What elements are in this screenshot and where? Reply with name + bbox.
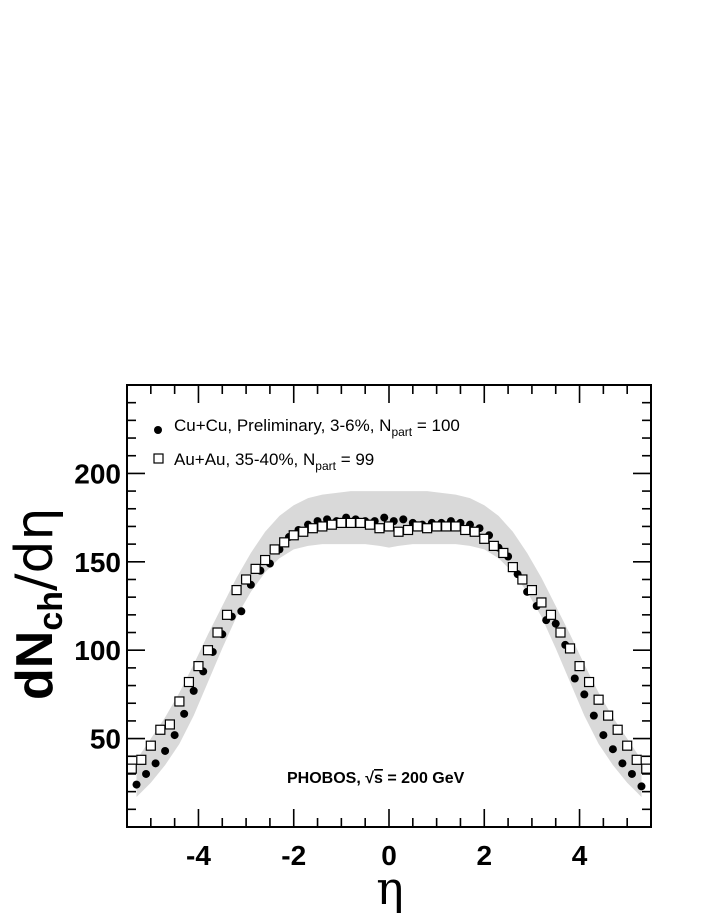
point-auau	[145, 740, 156, 751]
point-auau	[317, 521, 328, 532]
point-auau	[231, 584, 242, 596]
point-auau	[593, 694, 604, 705]
axis-tick-labels: -4 -2 0 2 4 50 100 150 200	[74, 458, 587, 871]
point-cucu	[142, 769, 151, 778]
energy-annotation-text: PHOBOS, √s = 200 GeV	[287, 770, 465, 787]
point-auau	[240, 574, 252, 585]
x-tick-label: 0	[381, 840, 397, 871]
point-auau	[412, 521, 423, 532]
point-auau	[307, 523, 318, 534]
point-auau	[383, 521, 395, 532]
point-auau	[441, 521, 452, 532]
point-auau	[250, 563, 261, 574]
point-auau	[212, 627, 223, 638]
point-auau	[221, 609, 233, 620]
legend-entry-auau: Au+Au, 35-40%, Npart = 99	[174, 450, 374, 473]
point-auau	[450, 521, 461, 532]
point-auau	[631, 754, 642, 765]
point-auau	[622, 740, 633, 751]
point-cucu	[589, 711, 598, 720]
point-cucu	[570, 674, 579, 683]
point-auau	[603, 710, 614, 721]
point-auau	[155, 724, 166, 735]
point-auau	[345, 517, 356, 529]
point-cucu	[237, 607, 246, 616]
point-auau	[355, 517, 366, 529]
point-auau	[488, 540, 499, 551]
point-auau	[202, 645, 214, 656]
point-cucu	[637, 782, 646, 791]
x-tick-label: -4	[186, 840, 211, 871]
point-auau	[555, 627, 566, 638]
point-auau	[269, 544, 280, 555]
energy-annotation: PHOBOS, √s = 200 GeV	[287, 770, 465, 787]
point-auau	[164, 719, 175, 730]
point-auau	[374, 523, 385, 534]
y-tick-label: 100	[74, 635, 121, 666]
point-cucu	[132, 780, 141, 789]
point-auau	[422, 523, 433, 534]
point-auau	[279, 537, 290, 548]
point-cucu	[618, 759, 627, 768]
point-auau	[498, 547, 509, 559]
point-auau	[174, 696, 185, 707]
point-cucu	[608, 745, 617, 754]
point-cucu	[170, 731, 179, 740]
y-tick-label: 200	[74, 458, 121, 489]
point-cucu	[580, 690, 589, 699]
point-auau	[336, 517, 347, 529]
series-1	[126, 517, 652, 774]
point-auau	[260, 554, 271, 566]
point-auau	[326, 519, 337, 530]
point-auau	[298, 526, 309, 537]
point-cucu	[180, 709, 189, 718]
point-auau	[402, 524, 414, 536]
point-auau	[126, 763, 137, 774]
point-cucu	[599, 731, 608, 740]
point-auau	[545, 609, 557, 620]
point-auau	[612, 724, 623, 735]
point-auau	[393, 526, 404, 537]
point-auau	[479, 533, 490, 544]
point-auau	[526, 584, 538, 596]
point-cucu	[380, 513, 389, 522]
point-auau	[460, 524, 471, 536]
point-auau	[583, 676, 595, 688]
point-auau	[136, 754, 147, 765]
point-auau	[431, 521, 442, 532]
point-auau	[641, 763, 652, 774]
point-auau	[288, 530, 299, 541]
point-cucu	[627, 769, 636, 778]
point-auau	[564, 643, 576, 654]
point-cucu	[399, 515, 408, 524]
point-auau	[574, 661, 585, 672]
point-auau	[469, 526, 480, 537]
axis-ticks	[126, 384, 652, 827]
legend-entry-cucu: Cu+Cu, Preliminary, 3-6%, Npart = 100	[174, 416, 460, 439]
series-layer	[126, 513, 652, 791]
point-auau	[536, 597, 547, 608]
point-auau	[364, 519, 376, 530]
point-auau	[517, 574, 528, 585]
x-tick-label: 4	[572, 840, 588, 871]
point-auau	[183, 676, 195, 688]
x-tick-label: -2	[281, 840, 306, 871]
legend-marker-cucu	[154, 426, 162, 434]
legend: Cu+Cu, Preliminary, 3-6%, Npart = 100 Au…	[153, 416, 460, 473]
point-auau	[193, 661, 204, 672]
point-auau	[507, 562, 518, 573]
point-cucu	[161, 746, 170, 755]
point-cucu	[551, 619, 560, 628]
y-axis-label: dNch/dη	[5, 508, 70, 701]
point-cucu	[151, 759, 160, 768]
point-cucu	[189, 686, 198, 695]
legend-marker-auau	[153, 453, 164, 464]
y-tick-label: 50	[90, 724, 121, 755]
x-axis-label: η	[376, 861, 404, 913]
y-tick-label: 150	[74, 547, 121, 578]
x-tick-label: 2	[476, 840, 492, 871]
